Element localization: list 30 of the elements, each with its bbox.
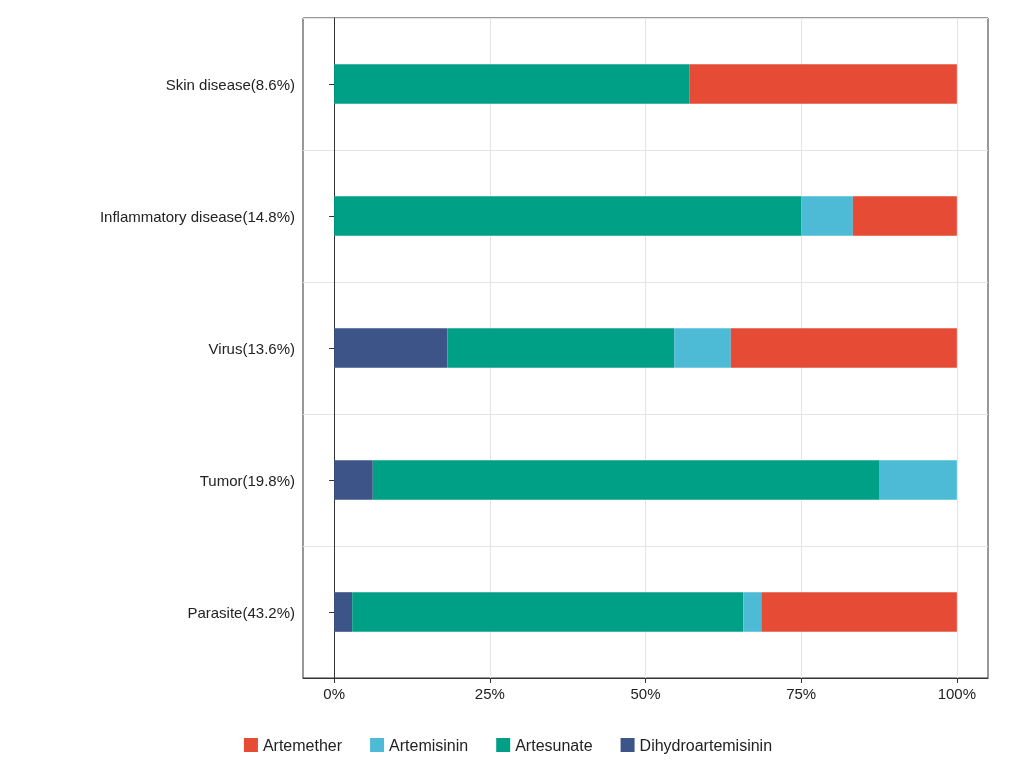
y-tick-label: Virus(13.6%) xyxy=(208,339,295,357)
x-tick-label: 25% xyxy=(474,685,505,702)
bar xyxy=(801,196,853,236)
y-tick-label: Parasite(43.2%) xyxy=(187,603,295,621)
bar xyxy=(334,328,448,368)
bar xyxy=(743,592,762,632)
x-tick-label: 100% xyxy=(937,685,977,702)
bar xyxy=(674,328,731,368)
bar xyxy=(334,592,353,632)
bar xyxy=(730,328,957,368)
bar xyxy=(852,196,957,236)
bar xyxy=(334,64,690,104)
bar xyxy=(447,328,675,368)
legend-label: Artemether xyxy=(262,736,343,754)
bar xyxy=(334,196,802,236)
x-tick-label: 50% xyxy=(630,685,661,702)
bar xyxy=(761,592,957,632)
legend-label: Artemisinin xyxy=(389,736,469,754)
legend-label: Artesunate xyxy=(515,736,593,754)
y-tick-label: Skin disease(8.6%) xyxy=(165,75,295,93)
bar xyxy=(352,592,744,632)
legend-label: Dihydroartemisinin xyxy=(639,736,773,754)
x-tick-label: 0% xyxy=(323,685,345,702)
bar xyxy=(372,460,880,500)
bar xyxy=(689,64,957,104)
bar xyxy=(334,460,373,500)
y-tick-label: Inflammatory disease(14.8%) xyxy=(99,207,295,225)
x-tick-label: 75% xyxy=(786,685,817,702)
bar xyxy=(879,460,957,500)
y-tick-label: Tumor(19.8%) xyxy=(199,471,295,489)
